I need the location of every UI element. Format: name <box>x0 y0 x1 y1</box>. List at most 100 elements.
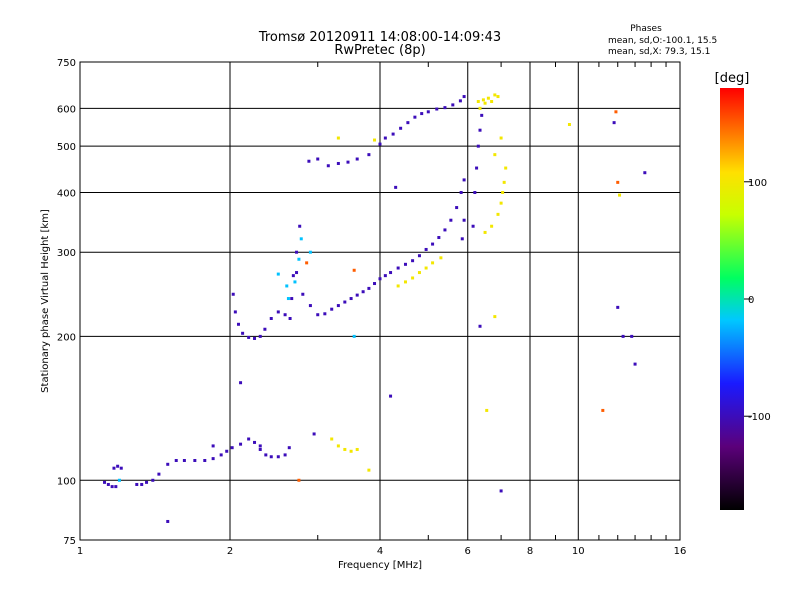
data-points <box>103 93 647 523</box>
legend-line-o: mean, sd,O:-100.1, 15.5 <box>608 36 717 46</box>
data-point <box>413 115 417 119</box>
data-point <box>435 107 439 111</box>
data-point <box>166 462 170 466</box>
data-point <box>490 224 494 228</box>
data-point <box>336 304 340 308</box>
data-point <box>437 236 441 240</box>
data-point <box>426 110 430 114</box>
data-point <box>361 290 365 294</box>
colorbar-tick-label: -100 <box>748 412 771 423</box>
data-point <box>308 304 312 308</box>
data-point <box>499 201 503 205</box>
data-point <box>478 128 482 132</box>
data-point <box>481 98 485 102</box>
data-point <box>451 103 455 107</box>
data-point <box>614 110 618 114</box>
x-tick-label: 10 <box>572 546 585 557</box>
data-point <box>367 286 371 290</box>
x-tick-label: 6 <box>465 546 471 557</box>
data-point <box>293 280 297 284</box>
data-point <box>483 101 487 105</box>
data-point <box>236 322 240 326</box>
data-point <box>263 327 267 331</box>
data-point <box>343 300 347 304</box>
data-point <box>283 453 287 457</box>
data-point <box>283 313 287 317</box>
x-tick-label: 1 <box>77 546 83 557</box>
data-point <box>449 218 453 222</box>
data-point <box>253 440 257 444</box>
data-point <box>106 482 110 486</box>
data-point <box>288 316 292 320</box>
data-point <box>460 237 464 241</box>
data-point <box>336 161 340 165</box>
y-tick-label: 400 <box>57 188 76 199</box>
y-axis-label: Stationary phase Virtual Height [km] <box>40 209 51 393</box>
data-point <box>343 447 347 451</box>
data-point <box>431 242 435 246</box>
data-point <box>119 466 123 470</box>
data-point <box>502 180 506 184</box>
data-point <box>417 271 421 275</box>
data-point <box>403 262 407 266</box>
data-point <box>349 297 353 301</box>
data-point <box>239 442 243 446</box>
colorbar-ticks: 100 0 -100 <box>744 178 771 423</box>
data-point <box>346 160 350 164</box>
data-point <box>299 237 303 241</box>
data-point <box>157 472 161 476</box>
y-tick-label: 75 <box>63 536 76 547</box>
data-point <box>633 362 637 366</box>
data-point <box>286 297 290 301</box>
colorbar <box>720 88 744 510</box>
data-point <box>462 95 466 99</box>
data-point <box>103 480 107 484</box>
data-point <box>269 455 273 459</box>
data-point <box>486 96 490 100</box>
y-tick-label: 750 <box>57 58 76 69</box>
y-tick-label: 500 <box>57 142 76 153</box>
data-point <box>316 157 320 161</box>
data-point <box>458 99 462 103</box>
y-tick-label: 100 <box>57 476 76 487</box>
data-point <box>276 310 280 314</box>
data-point <box>174 458 178 462</box>
data-point <box>389 394 393 398</box>
data-point <box>476 144 480 148</box>
data-point <box>483 230 487 234</box>
data-point <box>247 437 251 441</box>
data-point <box>290 297 294 301</box>
y-tick-label: 300 <box>57 248 76 259</box>
data-point <box>117 478 121 482</box>
data-point <box>193 458 197 462</box>
data-point <box>233 310 237 314</box>
data-point <box>612 121 616 125</box>
data-point <box>406 121 410 125</box>
data-point <box>378 142 382 146</box>
data-point <box>411 259 415 263</box>
data-point <box>455 206 459 210</box>
colorbar-label: [deg] <box>715 71 750 86</box>
data-point <box>330 307 334 311</box>
data-point <box>496 212 500 216</box>
data-point <box>219 453 223 457</box>
data-point <box>135 482 139 486</box>
data-point <box>493 93 497 97</box>
data-point <box>378 277 382 281</box>
colorbar-tick-label: 100 <box>748 178 767 189</box>
data-point <box>480 113 484 117</box>
data-point <box>616 180 620 184</box>
x-axis-label: Frequency [MHz] <box>338 560 422 571</box>
x-tick-label: 4 <box>377 546 383 557</box>
legend-title: Phases <box>630 24 662 34</box>
data-point <box>211 444 215 448</box>
data-point <box>336 136 340 140</box>
data-point <box>367 153 371 157</box>
data-point <box>253 336 257 340</box>
data-point <box>394 185 398 189</box>
data-point <box>182 458 186 462</box>
data-point <box>424 247 428 251</box>
data-point <box>312 432 316 436</box>
data-point <box>424 266 428 270</box>
data-point <box>504 166 508 170</box>
